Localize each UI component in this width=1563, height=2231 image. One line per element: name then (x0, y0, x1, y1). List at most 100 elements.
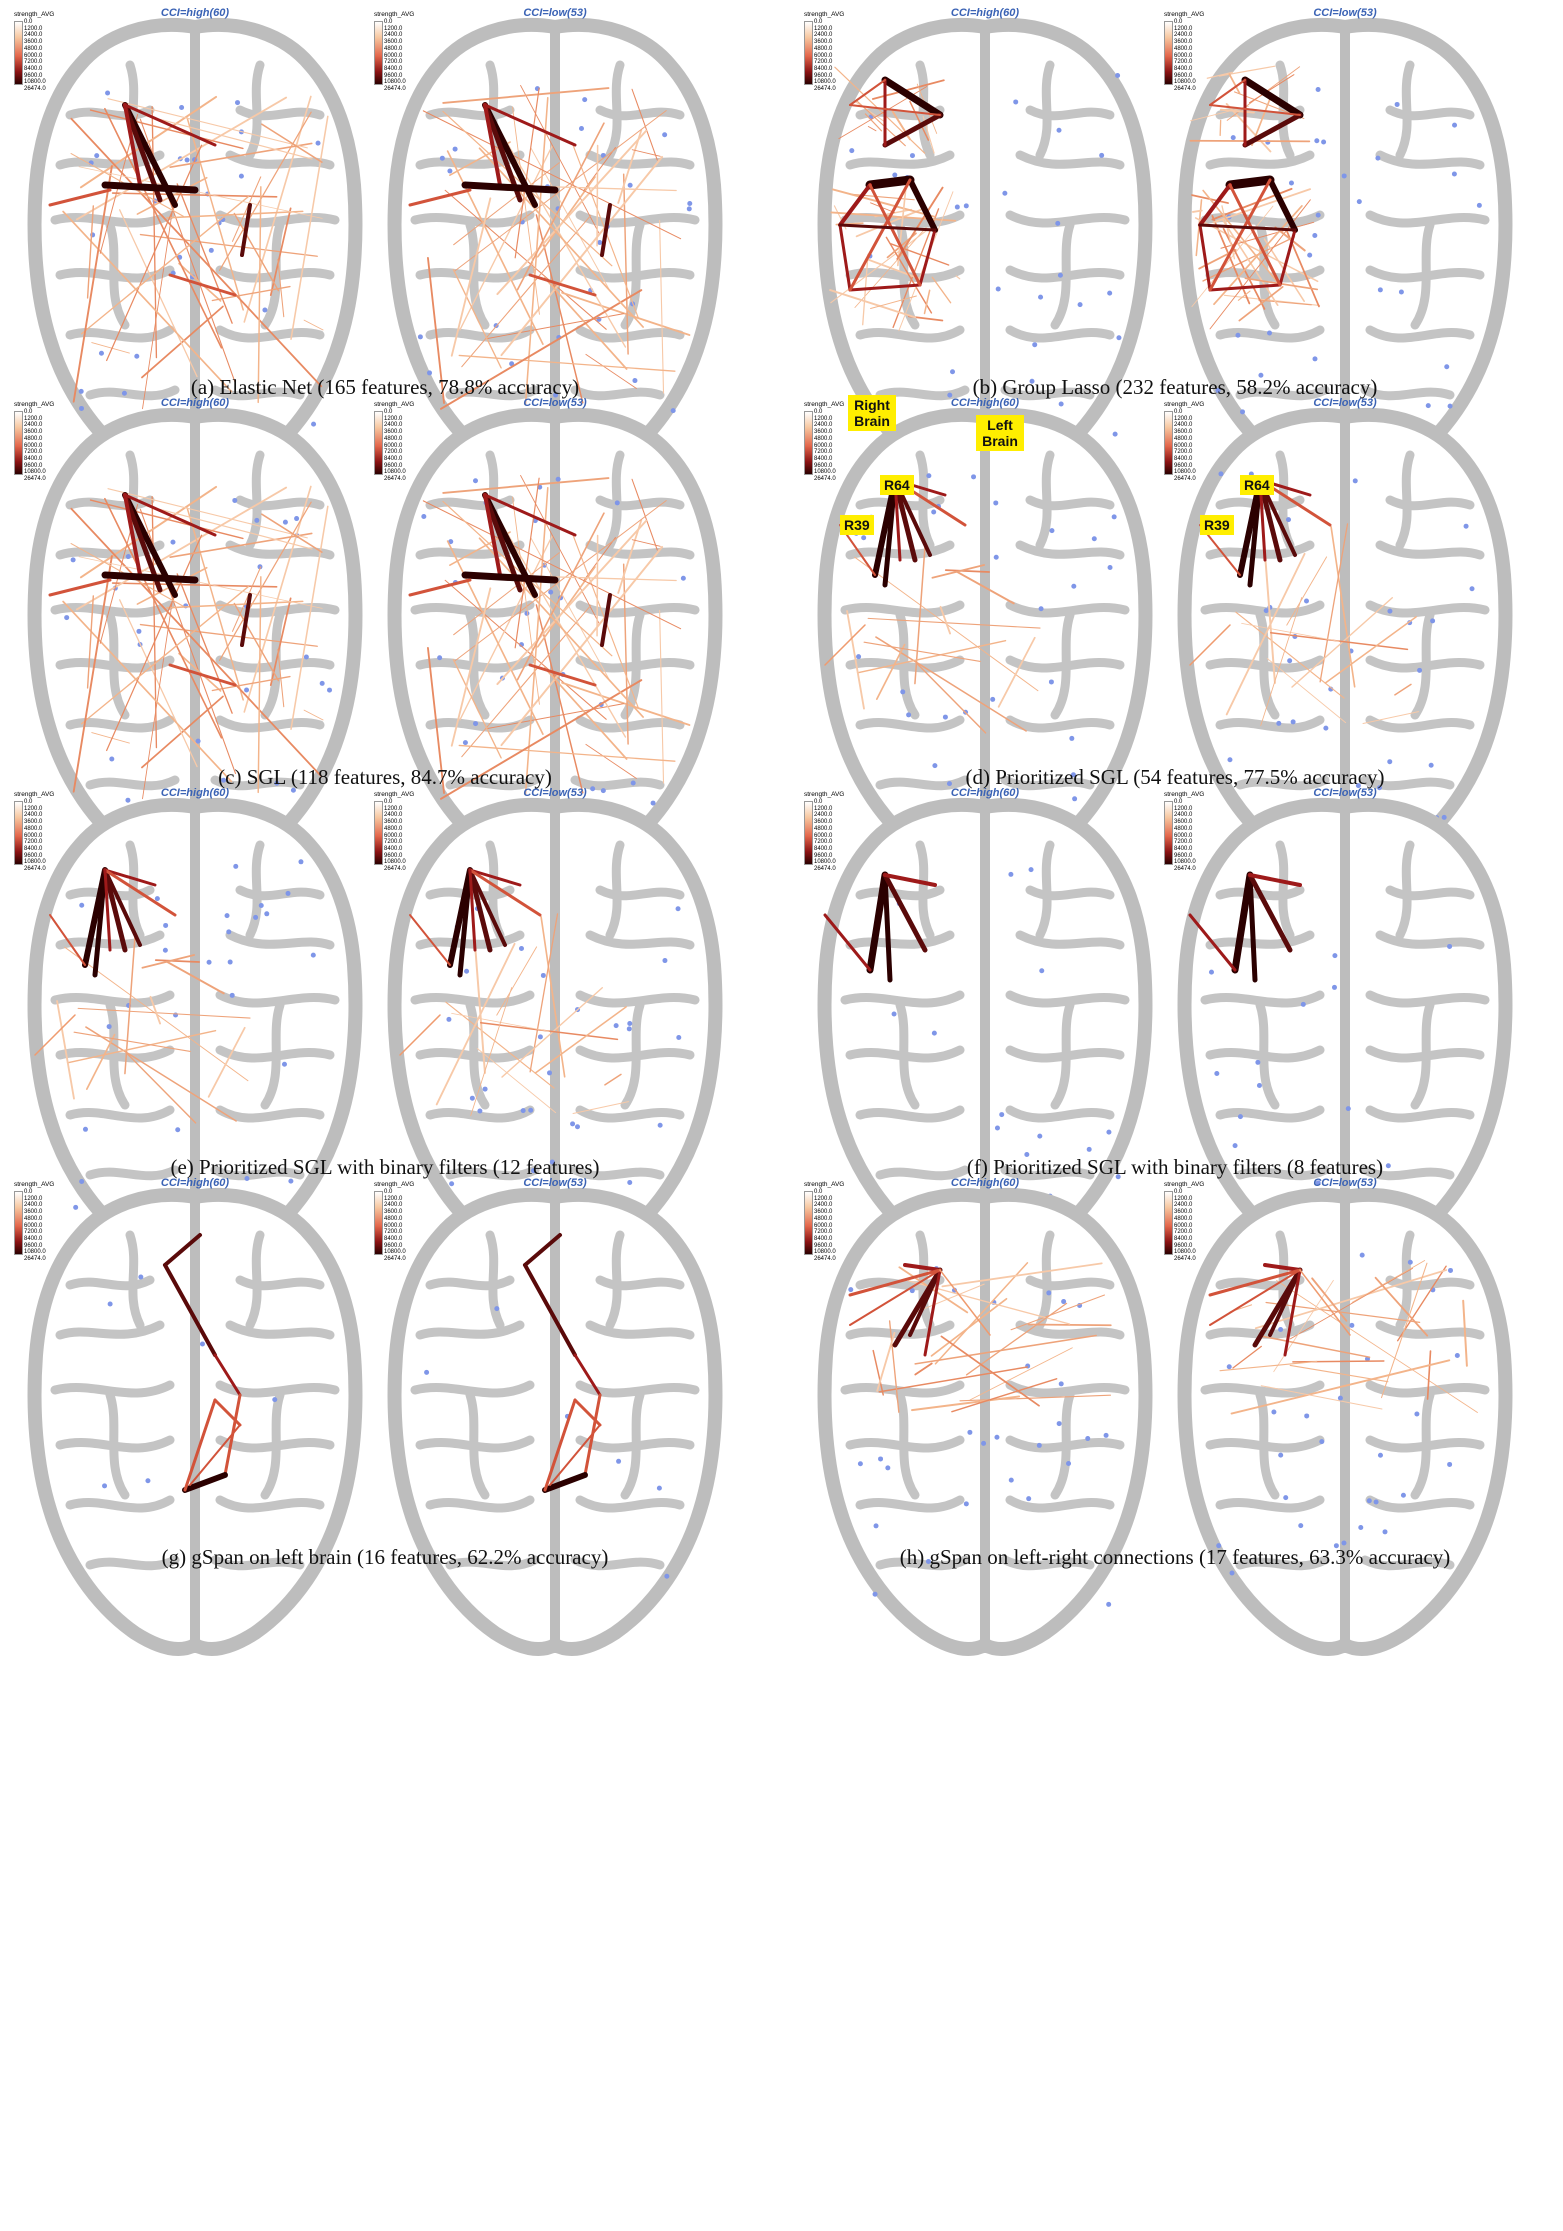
node-dot (662, 958, 668, 964)
connection-edge (898, 1266, 969, 1314)
connection-edge (49, 914, 86, 966)
node-dot (1107, 290, 1113, 296)
brain-outline (27, 1187, 363, 1656)
strength-legend: strength_AVG 0.0 1200.0 2400.0 3600.0 4800.0 6… (14, 11, 74, 92)
node-dot (1085, 1436, 1091, 1442)
node-dot (680, 575, 686, 581)
connection-edge (1292, 1360, 1385, 1363)
node-dot (967, 1429, 973, 1435)
connection-edge (303, 709, 324, 721)
node-dot (439, 155, 445, 161)
connection-edge (1319, 523, 1349, 683)
connection-edge (151, 106, 158, 359)
node-dot (1215, 387, 1221, 393)
connection-edge (1206, 71, 1233, 79)
node-dot (627, 182, 633, 188)
connection-edge (467, 867, 493, 953)
connection-edge (856, 639, 1007, 674)
connection-edge (89, 109, 244, 150)
connection-edge (1232, 1345, 1262, 1369)
connection-edge (186, 117, 244, 311)
condition-label: CCI=low(53) (523, 397, 587, 409)
connection-edge (257, 186, 262, 404)
node-dot (448, 539, 454, 545)
legend-title: strength_AVG (14, 791, 55, 798)
connection-edge (483, 493, 577, 537)
node-dot (630, 780, 636, 786)
connection-edge (139, 623, 318, 647)
connection-edge (103, 868, 177, 917)
connection-edge (909, 100, 930, 141)
connection-edge (908, 1268, 942, 1337)
node-dot (264, 911, 270, 917)
connection-edge (944, 569, 991, 573)
connection-edge (478, 537, 644, 718)
node-dot (106, 1024, 112, 1030)
brain-outline (817, 1187, 1153, 1656)
connection-edge (896, 186, 944, 260)
connection-edge (440, 289, 643, 410)
legend-colorbar (1164, 411, 1173, 475)
connection-edge (232, 176, 262, 242)
brain-network-svg (1177, 17, 1513, 486)
connection-edge (997, 636, 1036, 708)
legend-ticks: 0.0 1200.0 2400.0 3600.0 4800.0 6000.0 7200.0 8… (814, 799, 836, 873)
node-dot (1227, 757, 1233, 763)
brain-map-low: CCI=low(53) strength_AVG 0.0 1200.0 2400.0 36… (370, 1175, 740, 1685)
node-dot (1232, 1143, 1238, 1149)
node-dot (227, 959, 233, 965)
connection-edge (461, 181, 559, 194)
node-dot (121, 390, 127, 396)
brain-network-svg (1177, 797, 1513, 1266)
node-dot (1056, 1421, 1062, 1427)
connection-edge (408, 188, 472, 207)
node-dot (932, 763, 938, 769)
connection-edge (500, 155, 664, 357)
node-dot (163, 922, 169, 928)
legend-title: strength_AVG (14, 1181, 55, 1188)
node-dot (1358, 1525, 1364, 1531)
node-dot (1099, 152, 1105, 158)
connection-edge (872, 1349, 884, 1396)
node-dot (547, 1070, 553, 1076)
node-dot (1116, 335, 1122, 341)
node-dot (931, 1030, 937, 1036)
legend-title: strength_AVG (804, 11, 845, 18)
connection-edge (1286, 556, 1328, 626)
node-dot (224, 913, 230, 919)
connection-edge (540, 916, 566, 1078)
node-dot (1447, 943, 1453, 949)
connection-edge (823, 913, 872, 972)
node-dot (1312, 232, 1318, 238)
connection-edge (75, 96, 288, 221)
node-dot (447, 168, 453, 174)
connection-edge (86, 205, 95, 299)
subfigure-caption: (e) Prioritized SGL with binary filters … (170, 1155, 600, 1179)
node-dot (891, 1011, 897, 1017)
node-dot (285, 890, 291, 896)
node-dot (1337, 1395, 1343, 1401)
subfigure-caption: (b) Group Lasso (232 features, 58.2% acc… (972, 375, 1378, 399)
connection-edge (1225, 102, 1272, 153)
connection-edge (154, 959, 201, 963)
node-dot (1394, 101, 1400, 107)
node-dot (1056, 127, 1062, 133)
connection-edge (501, 987, 603, 1078)
connection-edge (596, 534, 599, 637)
node-dot (102, 1483, 108, 1489)
node-dot (1323, 725, 1329, 731)
node-dot (1366, 1498, 1372, 1504)
node-dot (1008, 1477, 1014, 1483)
connection-edge (863, 641, 981, 663)
node-dot (494, 1306, 500, 1312)
node-dot (1107, 565, 1113, 571)
node-dot (1072, 796, 1078, 802)
connection-edge (290, 505, 329, 730)
connection-edge (78, 166, 323, 219)
node-dot (873, 1523, 879, 1529)
connection-edge (168, 273, 237, 297)
node-dot (1070, 772, 1076, 778)
node-dot (662, 132, 668, 138)
node-dot (1290, 719, 1296, 725)
strength-legend: strength_AVG 0.0 1200.0 2400.0 3600.0 4800.0 6… (374, 11, 434, 92)
